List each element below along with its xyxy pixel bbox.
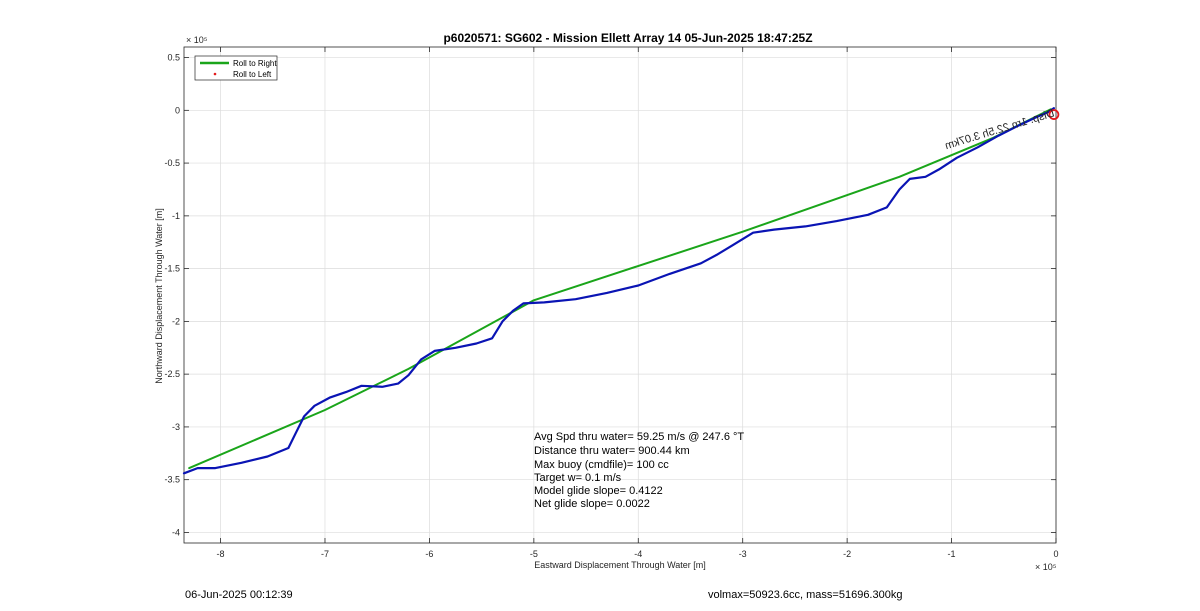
axes-box bbox=[183, 46, 1057, 544]
chart-title: p6020571: SG602 - Mission Ellett Array 1… bbox=[443, 31, 812, 45]
stat-model-glide: Model glide slope= 0.4122 bbox=[534, 485, 663, 497]
y-tick-label: -1.5 bbox=[164, 264, 180, 274]
footer-timestamp: 06-Jun-2025 00:12:39 bbox=[185, 589, 293, 601]
y-axis-ticks: 0.5 0 -0.5 -1 -1.5 -2 -2.5 -3 -3.5 -4 bbox=[164, 53, 1056, 537]
x-tick-label: -1 bbox=[948, 549, 956, 559]
footer-vol-mass: volmax=50923.6cc, mass=51696.300kg bbox=[708, 589, 902, 601]
stat-max-buoy: Max buoy (cmdfile)= 100 cc bbox=[534, 459, 669, 471]
series-line-0 bbox=[188, 108, 1052, 470]
stats-block: Avg Spd thru water= 59.25 m/s @ 247.6 °T… bbox=[534, 431, 744, 510]
y-tick-label: -2.5 bbox=[164, 369, 180, 379]
x-axis-ticks: -8 -7 -6 -5 -4 -3 -2 -1 0 bbox=[217, 47, 1059, 559]
y-axis-label: Northward Displacement Through Water [m] bbox=[154, 208, 164, 384]
legend-box bbox=[194, 55, 278, 81]
x-tick-label: -5 bbox=[530, 549, 538, 559]
stat-avg-speed: Avg Spd thru water= 59.25 m/s @ 247.6 °T bbox=[534, 431, 744, 443]
stat-target-w: Target w= 0.1 m/s bbox=[534, 472, 622, 484]
series-group bbox=[182, 107, 1055, 475]
x-axis-label: Eastward Displacement Through Water [m] bbox=[534, 560, 706, 570]
x-tick-label: -2 bbox=[843, 549, 851, 559]
end-marker bbox=[1048, 109, 1060, 120]
track-label: Disp. 1rn 22.5h 3.07km bbox=[944, 107, 1056, 152]
y-exponent-label: × 10⁵ bbox=[186, 35, 208, 45]
y-tick-label: 0 bbox=[175, 105, 180, 115]
y-tick-label: -0.5 bbox=[164, 158, 180, 168]
y-gridlines bbox=[184, 57, 1056, 533]
y-tick-label: -3.5 bbox=[164, 475, 180, 485]
x-tick-label: 0 bbox=[1053, 549, 1058, 559]
x-tick-label: -6 bbox=[425, 549, 433, 559]
x-tick-label: -3 bbox=[739, 549, 747, 559]
x-exponent-label: × 10⁵ bbox=[1035, 562, 1057, 572]
x-tick-label: -7 bbox=[321, 549, 329, 559]
stat-net-glide: Net glide slope= 0.0022 bbox=[534, 498, 650, 510]
legend-label-roll-right: Roll to Right bbox=[233, 59, 277, 68]
stat-distance: Distance thru water= 900.44 km bbox=[534, 445, 690, 457]
y-tick-label: -1 bbox=[172, 211, 180, 221]
legend-label-roll-left: Roll to Left bbox=[233, 70, 272, 79]
marker-group bbox=[1048, 109, 1060, 120]
y-tick-label: 0.5 bbox=[167, 53, 180, 63]
x-tick-label: -4 bbox=[634, 549, 642, 559]
y-tick-label: -3 bbox=[172, 422, 180, 432]
x-tick-label: -8 bbox=[217, 549, 225, 559]
series-line-1 bbox=[182, 107, 1055, 475]
legend: Roll to Right Roll to Left bbox=[194, 55, 278, 81]
y-tick-label: -4 bbox=[172, 527, 180, 537]
legend-swatch-roll-left bbox=[213, 72, 217, 76]
y-tick-label: -2 bbox=[172, 316, 180, 326]
